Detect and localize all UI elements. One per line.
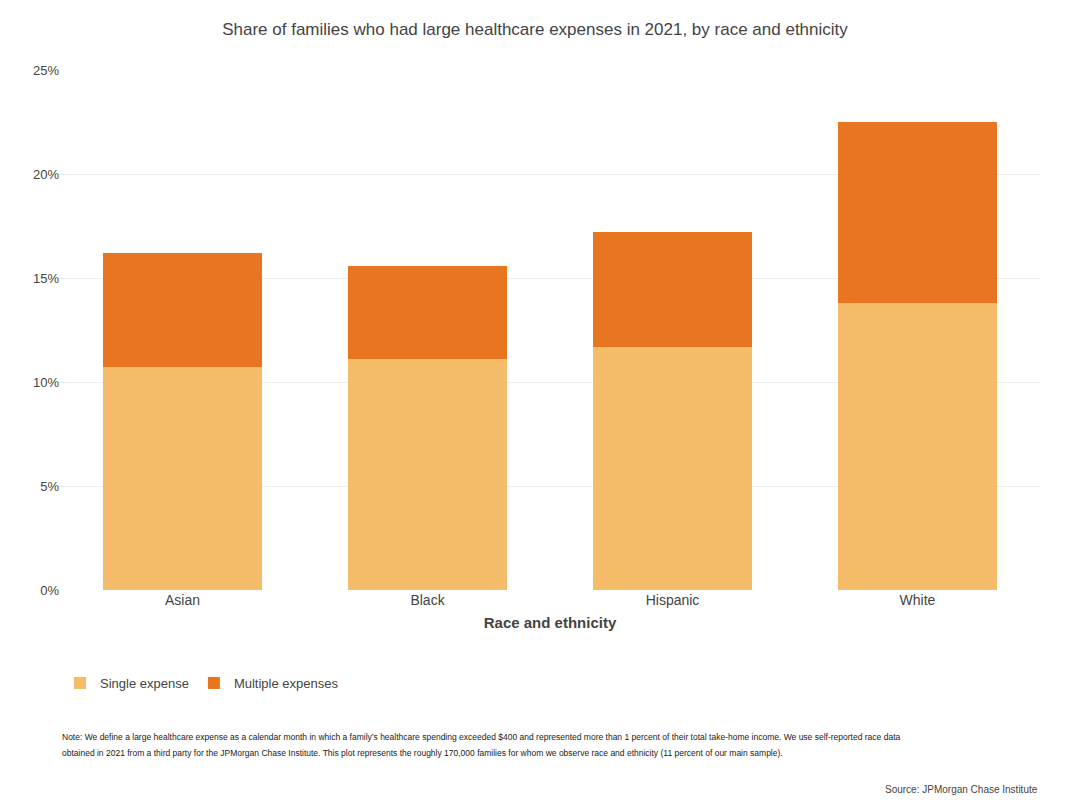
svg-text:20%: 20% bbox=[33, 167, 59, 182]
svg-text:10%: 10% bbox=[33, 375, 59, 390]
svg-text:Black: Black bbox=[410, 592, 445, 608]
svg-text:White: White bbox=[900, 592, 936, 608]
svg-text:Asian: Asian bbox=[165, 592, 200, 608]
svg-text:Source: JPMorgan Chase Institu: Source: JPMorgan Chase Institute bbox=[885, 784, 1038, 795]
svg-text:Share of families who had larg: Share of families who had large healthca… bbox=[222, 20, 848, 39]
svg-text:Race and ethnicity: Race and ethnicity bbox=[484, 614, 617, 631]
svg-text:0%: 0% bbox=[40, 583, 59, 598]
svg-text:15%: 15% bbox=[33, 271, 59, 286]
svg-text:obtained in 2021 from a third: obtained in 2021 from a third party for … bbox=[62, 748, 783, 758]
svg-text:25%: 25% bbox=[33, 63, 59, 78]
svg-text:Hispanic: Hispanic bbox=[646, 592, 700, 608]
svg-text:Note: We define a large health: Note: We define a large healthcare expen… bbox=[62, 732, 900, 742]
svg-text:5%: 5% bbox=[40, 479, 59, 494]
svg-text:Multiple expenses: Multiple expenses bbox=[234, 676, 339, 691]
svg-text:Single expense: Single expense bbox=[100, 676, 189, 691]
